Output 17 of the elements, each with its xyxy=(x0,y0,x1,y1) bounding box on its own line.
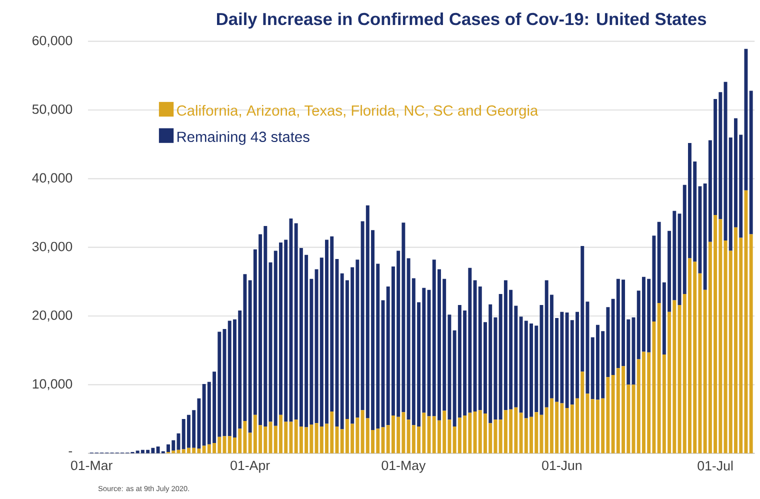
y-tick-label: - xyxy=(68,451,72,452)
y-tick-label: 20,000 xyxy=(32,310,72,322)
x-tick-label: 01-Mar xyxy=(70,460,112,470)
x-tick-label: 01-Jul xyxy=(698,460,733,471)
x-tick-label: 01-Jun xyxy=(542,460,582,470)
x-tick-label: 01-Apr xyxy=(230,460,270,473)
y-tick-label: 10,000 xyxy=(32,379,72,390)
legend-label: California, Arizona, Texas, Florida, NC, SC and Georgia xyxy=(177,105,538,119)
y-tick-label: 60,000 xyxy=(32,36,72,48)
chart-title: Daily Increase in Confirmed Cases of Cov-19: United States xyxy=(217,12,706,29)
legend-label: Remaining 43 states xyxy=(177,131,310,146)
bar xyxy=(749,234,753,454)
bar xyxy=(749,90,753,234)
y-tick-label: 40,000 xyxy=(32,173,72,184)
x-tick-label: 01-May xyxy=(382,460,426,473)
y-tick-label: 50,000 xyxy=(32,104,72,116)
y-tick-label: 30,000 xyxy=(32,242,72,254)
